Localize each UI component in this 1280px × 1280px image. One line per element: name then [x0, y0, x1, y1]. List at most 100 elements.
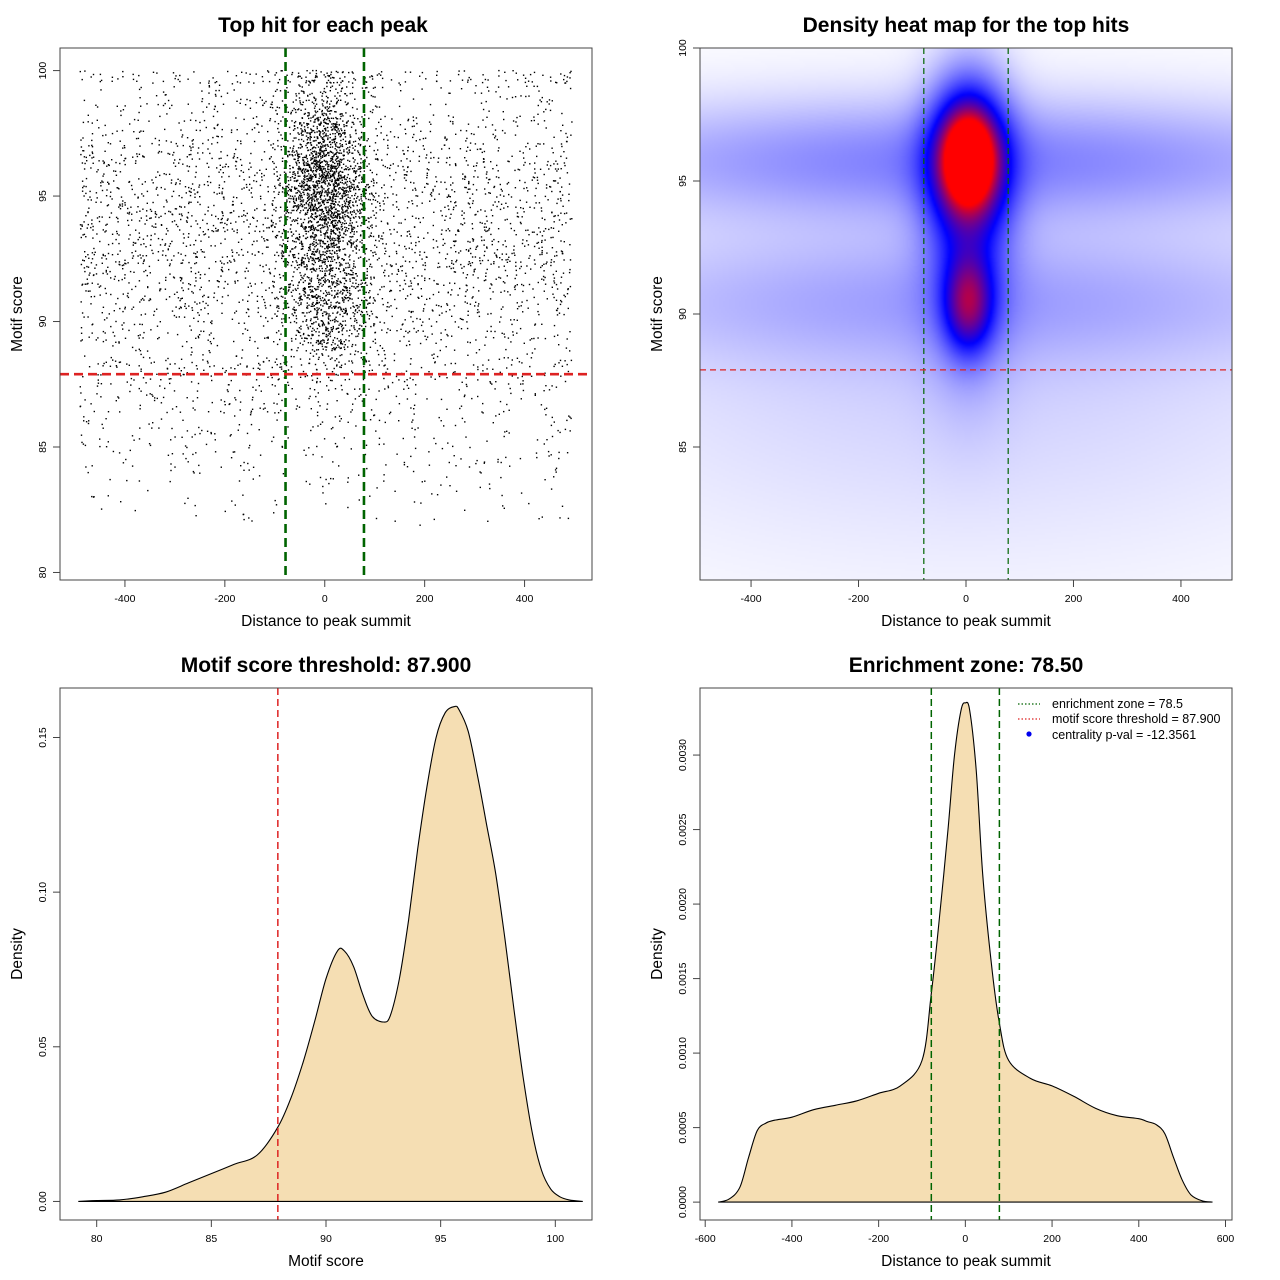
data-point	[270, 156, 272, 158]
data-point	[302, 201, 304, 203]
data-point	[186, 165, 188, 167]
data-point	[336, 246, 339, 248]
data-point	[304, 214, 306, 216]
data-point	[454, 424, 457, 427]
data-point	[316, 210, 318, 212]
data-point	[139, 145, 141, 147]
data-point	[206, 181, 209, 183]
data-point	[347, 191, 350, 193]
data-point	[226, 223, 228, 226]
data-point	[361, 239, 363, 241]
data-point	[261, 236, 263, 238]
data-point	[549, 76, 552, 78]
data-point	[390, 79, 393, 81]
data-point	[438, 291, 440, 293]
data-point	[545, 407, 548, 409]
data-point	[375, 128, 377, 130]
data-point	[339, 95, 341, 97]
data-point	[118, 206, 120, 208]
data-point	[303, 218, 306, 221]
data-point	[195, 280, 197, 282]
data-point	[335, 227, 337, 230]
data-point	[353, 233, 355, 235]
data-point	[491, 215, 494, 217]
data-point	[183, 316, 186, 318]
data-point	[290, 264, 293, 267]
data-point	[301, 145, 303, 148]
data-point	[358, 137, 360, 139]
data-point	[381, 347, 384, 349]
data-point	[537, 143, 539, 145]
data-point	[295, 219, 297, 221]
data-point	[246, 98, 248, 101]
data-point	[406, 174, 408, 176]
data-point	[295, 301, 297, 303]
data-point	[478, 303, 480, 305]
data-point	[332, 133, 334, 135]
data-point	[248, 315, 250, 318]
data-point	[322, 321, 324, 324]
data-point	[303, 122, 305, 124]
data-point	[390, 265, 393, 268]
data-point	[88, 207, 90, 209]
data-point	[302, 159, 305, 161]
data-point	[321, 254, 323, 256]
data-point	[351, 242, 353, 244]
data-point	[316, 182, 318, 184]
data-point	[181, 345, 184, 348]
data-point	[370, 216, 372, 219]
data-point	[346, 151, 348, 153]
data-point	[305, 189, 307, 191]
data-point	[217, 123, 219, 126]
data-point	[322, 144, 324, 147]
data-point	[248, 189, 250, 191]
data-point	[204, 273, 206, 276]
data-point	[332, 191, 334, 193]
data-point	[425, 338, 428, 341]
data-point	[278, 184, 280, 186]
data-point	[311, 197, 313, 200]
data-point	[146, 219, 148, 221]
data-point	[336, 358, 338, 360]
data-point	[346, 215, 348, 217]
data-point	[555, 251, 558, 253]
data-point	[551, 247, 554, 249]
data-point	[353, 180, 355, 182]
data-point	[343, 301, 345, 303]
data-point	[327, 138, 329, 141]
data-point	[326, 403, 329, 405]
data-point	[342, 212, 344, 214]
data-point	[169, 107, 171, 109]
data-point	[301, 199, 303, 202]
data-point	[365, 394, 367, 396]
data-point	[434, 185, 436, 188]
data-point	[254, 283, 256, 285]
data-point	[489, 287, 491, 290]
data-point	[338, 242, 340, 244]
data-point	[231, 249, 233, 251]
data-point	[359, 241, 361, 243]
data-point	[347, 346, 349, 348]
data-point	[463, 212, 465, 214]
data-point	[282, 260, 285, 263]
data-point	[81, 225, 83, 227]
data-point	[481, 259, 484, 262]
data-point	[306, 169, 309, 171]
data-point	[315, 69, 317, 72]
data-point	[369, 76, 371, 78]
data-point	[432, 238, 435, 241]
data-point	[332, 138, 335, 140]
data-point	[360, 357, 362, 359]
data-point	[87, 211, 89, 214]
data-point	[399, 284, 401, 287]
data-point	[280, 236, 282, 238]
data-point	[519, 327, 522, 330]
data-point	[519, 150, 521, 152]
data-point	[118, 234, 120, 236]
data-point	[178, 213, 181, 215]
data-point	[378, 234, 380, 237]
data-point	[409, 344, 411, 346]
data-point	[402, 165, 404, 168]
data-point	[418, 297, 420, 299]
data-point	[366, 184, 368, 186]
